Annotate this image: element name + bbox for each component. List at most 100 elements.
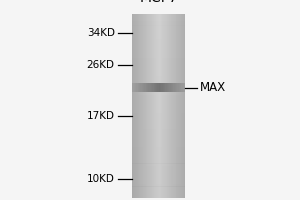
- Bar: [132, 55, 185, 58]
- Bar: [164, 14, 165, 198]
- Bar: [132, 180, 185, 182]
- Bar: [132, 136, 185, 138]
- Bar: [132, 49, 185, 51]
- Bar: [132, 196, 185, 198]
- Bar: [132, 147, 185, 150]
- Bar: [158, 83, 159, 92]
- Bar: [138, 14, 139, 198]
- Bar: [132, 76, 185, 78]
- Bar: [132, 143, 185, 145]
- Bar: [132, 166, 185, 168]
- Bar: [132, 46, 185, 48]
- Bar: [135, 14, 136, 198]
- Bar: [132, 65, 185, 67]
- Bar: [180, 83, 181, 92]
- Bar: [132, 193, 185, 196]
- Bar: [132, 74, 185, 76]
- Bar: [136, 14, 137, 198]
- Bar: [146, 14, 147, 198]
- Bar: [160, 14, 161, 198]
- Bar: [161, 14, 162, 198]
- Bar: [151, 83, 152, 92]
- Bar: [132, 127, 185, 129]
- Bar: [132, 14, 185, 16]
- Bar: [132, 184, 185, 186]
- Bar: [173, 14, 174, 198]
- Bar: [160, 14, 161, 198]
- Bar: [152, 83, 154, 92]
- Bar: [173, 83, 175, 92]
- Bar: [183, 83, 184, 92]
- Bar: [183, 14, 184, 198]
- Bar: [140, 14, 141, 198]
- Bar: [132, 115, 185, 117]
- Bar: [140, 83, 142, 92]
- Bar: [181, 14, 182, 198]
- Bar: [169, 14, 170, 198]
- Bar: [141, 14, 142, 198]
- Bar: [156, 14, 157, 198]
- Bar: [132, 62, 185, 65]
- Bar: [132, 90, 185, 92]
- Bar: [132, 21, 185, 23]
- Bar: [132, 145, 185, 147]
- Bar: [166, 14, 167, 198]
- Bar: [132, 30, 185, 32]
- Bar: [134, 83, 135, 92]
- Bar: [132, 124, 185, 127]
- Bar: [144, 14, 145, 198]
- Bar: [132, 122, 185, 124]
- Bar: [155, 83, 156, 92]
- Bar: [132, 44, 185, 46]
- Bar: [132, 191, 185, 193]
- Bar: [176, 83, 177, 92]
- Bar: [182, 14, 183, 198]
- Bar: [132, 168, 185, 170]
- Bar: [132, 170, 185, 173]
- Bar: [167, 83, 168, 92]
- Bar: [154, 14, 155, 198]
- Bar: [132, 23, 185, 25]
- Bar: [132, 25, 185, 28]
- Bar: [169, 14, 170, 198]
- Bar: [156, 83, 158, 92]
- Bar: [132, 154, 185, 157]
- Bar: [158, 14, 159, 198]
- Bar: [132, 175, 185, 177]
- Bar: [176, 14, 177, 198]
- Bar: [132, 32, 185, 35]
- Bar: [132, 120, 185, 122]
- Bar: [159, 83, 160, 92]
- Bar: [132, 83, 134, 92]
- Bar: [132, 39, 185, 42]
- Bar: [132, 67, 185, 69]
- Bar: [133, 14, 134, 198]
- Bar: [169, 83, 171, 92]
- Bar: [132, 51, 185, 53]
- Bar: [153, 14, 154, 198]
- Bar: [152, 14, 153, 198]
- Bar: [132, 14, 133, 198]
- Bar: [159, 14, 160, 198]
- Bar: [148, 83, 150, 92]
- Bar: [132, 150, 185, 152]
- Bar: [132, 152, 185, 154]
- Bar: [163, 83, 164, 92]
- Bar: [138, 83, 139, 92]
- Bar: [168, 83, 170, 92]
- Bar: [132, 108, 185, 111]
- Bar: [132, 101, 185, 104]
- Bar: [154, 83, 155, 92]
- Bar: [132, 42, 185, 44]
- Bar: [177, 14, 178, 198]
- Bar: [149, 14, 150, 198]
- Bar: [171, 83, 172, 92]
- Bar: [179, 14, 180, 198]
- Bar: [132, 134, 185, 136]
- Bar: [132, 163, 185, 166]
- Bar: [177, 83, 179, 92]
- Bar: [172, 14, 173, 198]
- Bar: [160, 83, 161, 92]
- Bar: [132, 53, 185, 55]
- Bar: [132, 157, 185, 159]
